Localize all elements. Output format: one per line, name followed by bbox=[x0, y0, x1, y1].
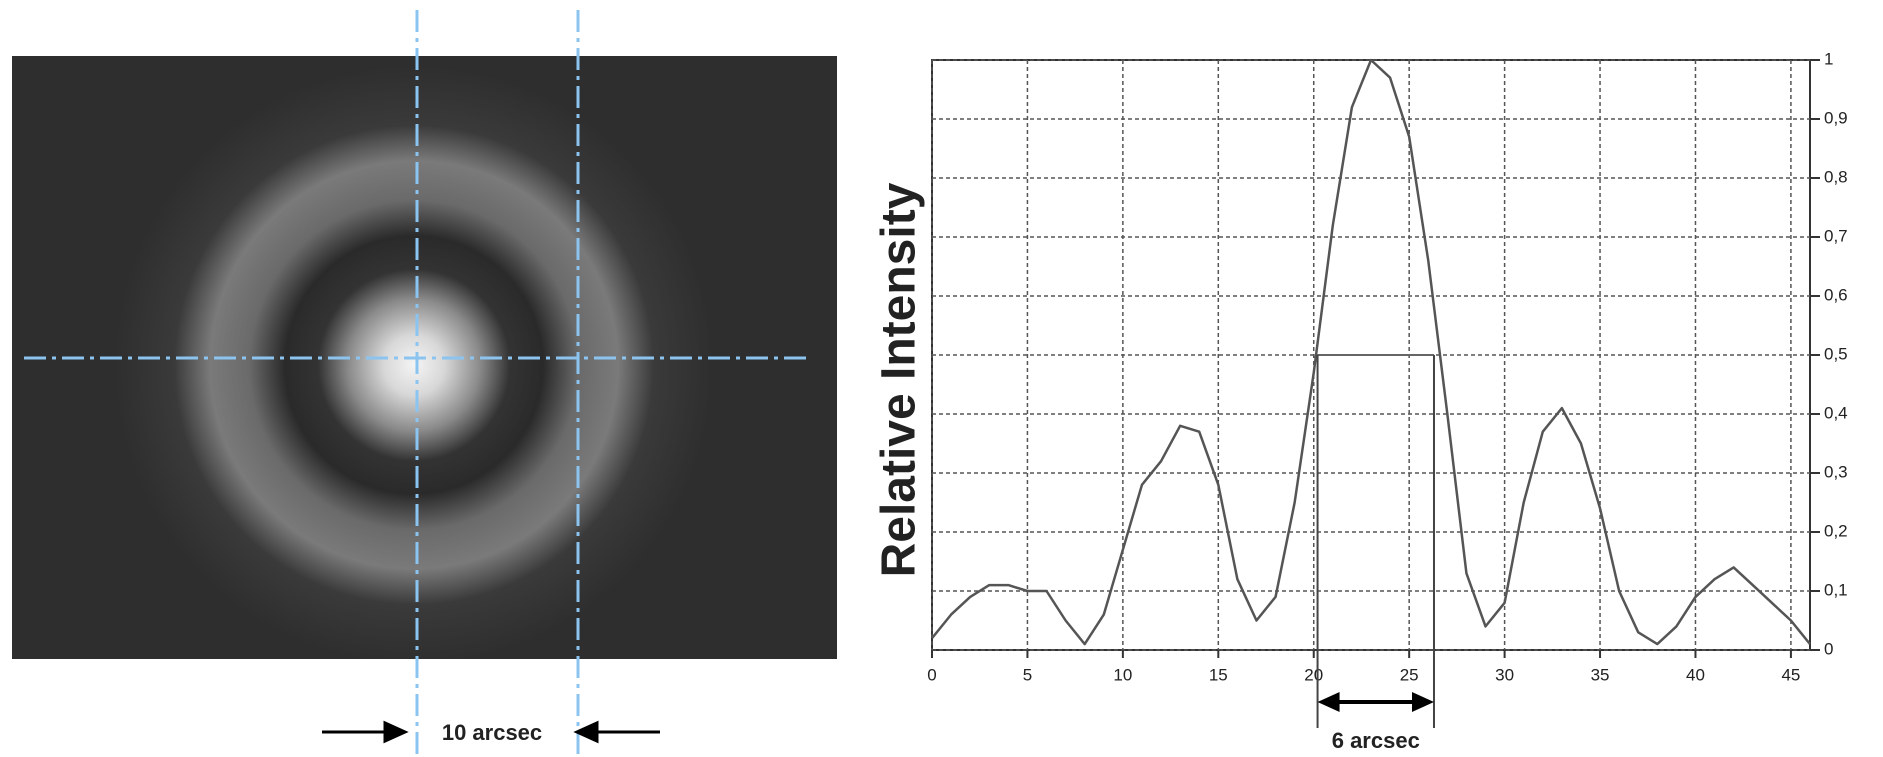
arrow-head bbox=[383, 720, 409, 744]
y-tick-label: 1 bbox=[1824, 49, 1833, 68]
arrow-head bbox=[1317, 692, 1340, 712]
y-tick-label: 0,3 bbox=[1824, 462, 1848, 481]
x-tick-label: 40 bbox=[1686, 665, 1705, 684]
y-tick-label: 0,7 bbox=[1824, 226, 1848, 245]
x-tick-label: 25 bbox=[1400, 665, 1419, 684]
x-tick-label: 0 bbox=[927, 665, 936, 684]
x-tick-label: 10 bbox=[1113, 665, 1132, 684]
x-tick-label: 15 bbox=[1209, 665, 1228, 684]
y-tick-label: 0,5 bbox=[1824, 344, 1848, 363]
y-tick-label: 0,9 bbox=[1824, 108, 1848, 127]
x-tick-label: 35 bbox=[1591, 665, 1610, 684]
y-tick-label: 0,2 bbox=[1824, 521, 1848, 540]
y-tick-label: 0,6 bbox=[1824, 285, 1848, 304]
x-tick-label: 45 bbox=[1781, 665, 1800, 684]
image-arrows bbox=[322, 720, 660, 744]
y-tick-label: 0 bbox=[1824, 639, 1833, 658]
arrow-head bbox=[573, 720, 599, 744]
y-tick-label: 0,1 bbox=[1824, 580, 1848, 599]
x-tick-label: 5 bbox=[1023, 665, 1032, 684]
intensity-line bbox=[931, 58, 1811, 646]
fwhm-label: 6 arcsec bbox=[1332, 728, 1420, 753]
x-tick-label: 30 bbox=[1495, 665, 1514, 684]
x-tick-label: 20 bbox=[1304, 665, 1323, 684]
y-tick-label: 0,4 bbox=[1824, 403, 1848, 422]
y-tick-label: 0,8 bbox=[1824, 167, 1848, 186]
arrow-head bbox=[1411, 692, 1434, 712]
crosshair bbox=[24, 10, 810, 757]
image-scale-label: 10 arcsec bbox=[442, 720, 542, 745]
y-axis-label: Relative Intensity bbox=[873, 182, 926, 577]
